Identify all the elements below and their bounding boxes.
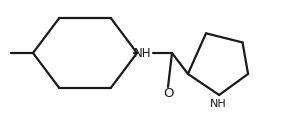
- Text: O: O: [163, 87, 173, 100]
- Text: NH: NH: [210, 98, 226, 108]
- Text: NH: NH: [134, 47, 152, 60]
